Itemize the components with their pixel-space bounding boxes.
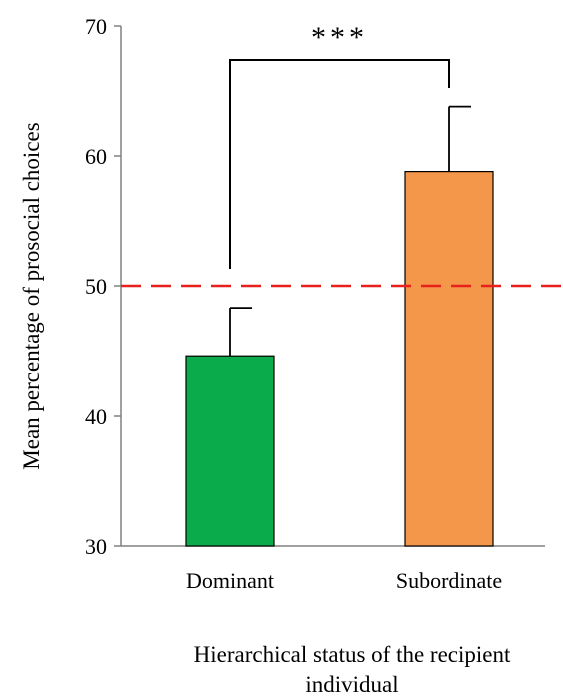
y-tick-label: 50 (85, 274, 107, 299)
y-ticks: 30 40 50 60 70 (85, 14, 121, 559)
y-tick-label: 70 (85, 14, 107, 39)
bars (185, 171, 494, 547)
y-axis-title: Mean percentage of prosocial choices (19, 122, 44, 469)
bar-subordinate (404, 171, 494, 547)
significance-group: *** (229, 21, 450, 269)
significance-label: *** (311, 21, 368, 54)
y-tick-label: 30 (85, 534, 107, 559)
significance-bracket (229, 59, 450, 269)
x-axis-title-line: individual (305, 672, 398, 697)
x-tick-label-dominant: Dominant (186, 568, 274, 593)
x-axis-title-line: Hierarchical status of the recipient (194, 642, 511, 667)
y-tick-label: 60 (85, 144, 107, 169)
y-tick-label: 40 (85, 404, 107, 429)
labels: Dominant Subordinate Mean percentage of pr… (19, 122, 511, 697)
x-tick-label-subordinate: Subordinate (396, 568, 502, 593)
bar-dominant (185, 355, 275, 547)
error-bars (229, 105, 471, 357)
